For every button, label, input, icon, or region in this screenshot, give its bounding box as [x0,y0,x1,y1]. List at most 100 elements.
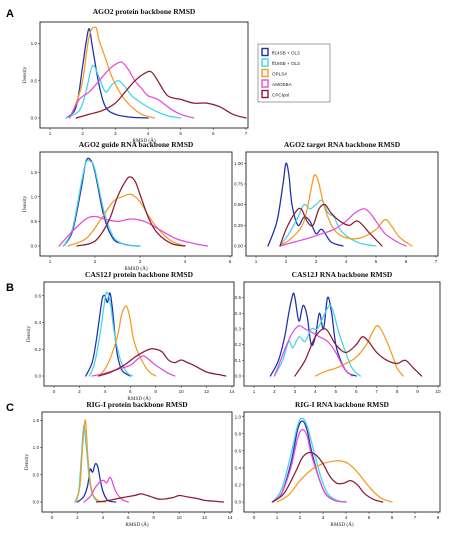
x-tick-label: 6 [355,389,358,394]
x-tick-label: 1 [49,131,52,136]
series-line-1 [76,462,117,503]
x-tick-label: 8 [154,389,157,394]
legend-swatch [261,79,269,88]
series-line-4 [58,215,209,247]
x-tick-label: 4 [345,259,348,264]
plot-frame [39,21,249,129]
series-line-4 [68,61,195,119]
legend-label: ff19SB + OL3 [272,61,300,66]
chart-title: AGO2 target RNA backbone RMSD [284,140,401,149]
y-tick-label: 0.6 [235,448,242,453]
series-line-2 [271,417,347,503]
series-line-5 [271,451,384,503]
y-tick-label: 0.5 [31,78,38,83]
x-tick-label: 0 [51,515,54,520]
x-tick-label: 6 [391,515,394,520]
series-line-2 [65,64,182,119]
x-tick-label: 10 [179,389,185,394]
x-tick-label: 5 [368,515,371,520]
chart-title: AGO2 guide RNA backbone RMSD [79,140,194,149]
x-tick-label: 3 [294,389,297,394]
series-line-5 [95,493,225,503]
series-line-4 [271,428,347,503]
y-tick-label: 0.3 [235,327,242,332]
chart-title: CAS12J RNA backbone RMSD [292,270,393,279]
legend-entry: CPCIpol [261,89,289,99]
y-tick-label: 0.5 [235,295,242,300]
series-line-5 [294,328,423,377]
y-tick-label: 0.0 [33,500,40,505]
series-line-3 [67,193,186,247]
x-tick-label: 10 [177,515,183,520]
x-tick-label: 0 [253,515,256,520]
y-tick-label: 0.4 [235,465,242,470]
x-tick-label: 1 [255,259,258,264]
plot-frame [243,281,441,387]
x-tick-label: 6 [127,515,130,520]
legend-entry: AMOEBA [261,79,293,88]
x-tick-label: 7 [245,131,248,136]
x-tick-label: 7 [375,389,378,394]
series-line-5 [75,70,247,119]
x-tick-label: 5 [179,131,182,136]
plot-frame [243,411,441,513]
series-line-2 [279,199,377,247]
y-tick-label: 1.0 [33,445,40,450]
series-line-1 [267,162,344,247]
legend: ff14SB + OL3 ff19SB + OL3 OPLS4 AMOEBA CPCIp… [257,43,331,103]
x-tick-label: 2 [285,259,288,264]
plot-frame [43,281,235,387]
legend-label: ff14SB + OL3 [272,51,300,56]
y-tick-label: 1.00 [234,161,243,166]
panel-letter-c: C [6,402,14,414]
x-tick-label: 4 [104,389,107,394]
y-tick-label: 0.2 [235,483,242,488]
series-line-3 [75,419,107,503]
x-tick-label: 2 [78,389,81,394]
x-axis-label: RMSD (Å) [132,136,155,144]
x-tick-label: 2 [299,515,302,520]
y-tick-label: 0.0 [35,374,42,379]
y-tick-label: 0.4 [235,311,242,316]
y-axis-label: Density [22,67,28,84]
y-tick-label: 0.0 [235,500,242,505]
y-tick-label: 0.5 [31,219,38,224]
series-line-4 [279,208,407,247]
chart-title: CAS12J protein backbone RMSD [85,270,194,279]
x-tick-label: 5 [375,259,378,264]
plot-frame [39,151,233,257]
y-tick-label: 1.0 [235,414,242,419]
panel-letter-a: A [6,8,14,20]
x-tick-label: 5 [229,259,232,264]
chart-title: AGO2 protein backbone RMSD [93,7,196,16]
series-line-5 [279,203,383,247]
x-tick-label: 2 [94,259,97,264]
chart-panel-7: RIG-I RNA backbone RMSD 0 1 2 3 4 5 6 7 8 0.0 0.2 0.… [235,400,441,528]
x-tick-label: 7 [435,259,438,264]
series-line-4 [273,325,353,377]
x-tick-label: 14 [229,389,235,394]
y-tick-label: 0.2 [35,347,42,352]
chart-title: RIG-I RNA backbone RMSD [295,400,390,409]
x-tick-label: 0 [53,389,56,394]
y-axis-label: Density [22,196,28,213]
y-tick-label: 0.4 [35,320,42,325]
series-line-3 [97,305,157,377]
x-tick-label: 2 [76,515,79,520]
x-tick-label: 3 [114,131,117,136]
y-tick-label: 0.0 [235,374,242,379]
x-tick-label: 1 [276,515,279,520]
y-tick-label: 1.0 [31,41,38,46]
series-line-2 [88,291,134,377]
x-tick-label: 3 [315,259,318,264]
x-tick-label: 3 [139,259,142,264]
y-tick-label: 1.5 [31,170,38,175]
series-line-5 [97,348,227,377]
y-tick-label: 0.00 [234,244,243,249]
x-tick-label: 5 [334,389,337,394]
legend-swatch [261,58,269,67]
x-tick-label: 2 [81,131,84,136]
chart-panel-2: AGO2 guide RNA backbone RMSD 1 2 3 4 5 0.0 0.5 1… [22,140,233,272]
y-tick-label: 0.25 [234,223,243,228]
x-tick-label: 4 [345,515,348,520]
